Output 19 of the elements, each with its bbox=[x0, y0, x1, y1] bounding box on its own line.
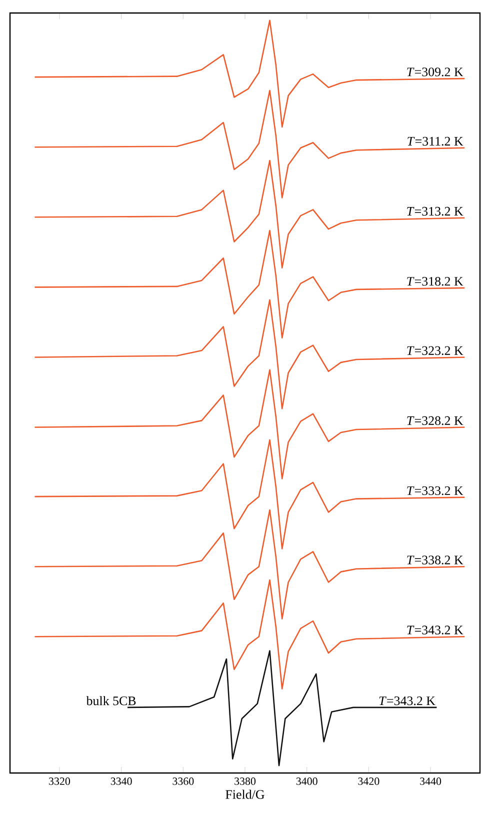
x-tick-label: 3420 bbox=[358, 778, 380, 785]
series-label: T=328.2 K bbox=[407, 416, 464, 426]
series-label: T=313.2 K bbox=[407, 206, 464, 216]
series-label: T=338.2 K bbox=[407, 556, 464, 564]
x-tick-label: 3380 bbox=[234, 778, 256, 785]
x-axis-title: Field/G bbox=[226, 790, 265, 799]
series-label: T=333.2 K bbox=[407, 486, 464, 496]
series-label: T=309.2 K bbox=[407, 68, 464, 76]
x-tick-label: 3440 bbox=[420, 778, 442, 785]
series-label: T=318.2 K bbox=[407, 276, 464, 286]
x-tick-label: 3400 bbox=[296, 778, 318, 785]
x-tick-label: 3360 bbox=[172, 778, 194, 785]
x-tick-label: 3320 bbox=[49, 778, 70, 785]
x-tick-label: 3340 bbox=[111, 778, 132, 785]
series-label: T=343.2 K bbox=[380, 696, 436, 706]
series-label: T=323.2 K bbox=[407, 346, 464, 356]
series-label: T=343.2 K bbox=[407, 626, 464, 634]
series-label: T=311.2 K bbox=[408, 136, 464, 146]
annotation: bulk 5CB bbox=[86, 696, 136, 706]
